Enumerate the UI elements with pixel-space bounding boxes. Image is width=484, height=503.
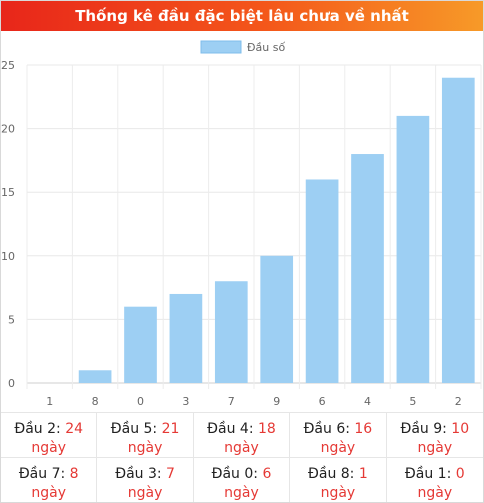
stat-label: Đầu 8: (308, 466, 355, 482)
stat-cell: Đầu 7: 8 ngày (1, 457, 98, 502)
bar-5 (396, 115, 430, 383)
stat-label: Đầu 3: (115, 466, 162, 482)
bar-9 (260, 255, 294, 383)
stat-value: 10 (451, 421, 470, 437)
stat-label: Đầu 7: (18, 466, 66, 482)
stat-cell: Đầu 0: 6 ngày (193, 457, 291, 502)
stat-value: 24 (65, 421, 84, 437)
y-tick-label: 20 (1, 123, 15, 136)
stat-value: 16 (354, 421, 373, 437)
widget-title: Thống kê đầu đặc biệt lâu chưa về nhất (1, 1, 483, 31)
stat-unit: ngày (127, 440, 163, 456)
chart-legend[interactable]: Đầu số (200, 40, 285, 54)
bar-0 (124, 306, 157, 383)
chart-axes: 0 5 10 15 20 25 1 8 0 3 7 9 6 4 5 2 (1, 59, 462, 408)
bar-8 (78, 370, 112, 383)
x-tick-label: 6 (319, 395, 326, 408)
bar-6 (305, 179, 339, 383)
stat-cell: Đầu 2: 24 ngày (1, 412, 98, 457)
stat-unit: ngày (320, 440, 356, 456)
stat-label: Đầu 9: (400, 421, 447, 437)
stat-unit: ngày (417, 485, 453, 501)
stat-unit: ngày (320, 485, 356, 501)
stats-grid: Đầu 2: 24 ngày Đầu 5: 21 ngày Đầu 4: 18 … (1, 412, 483, 502)
bar-2 (441, 77, 475, 383)
stat-cell: Đầu 6: 16 ngày (290, 412, 387, 457)
x-tick-label: 2 (455, 395, 462, 408)
x-tick-label: 1 (46, 395, 53, 408)
stat-unit: ngày (224, 440, 259, 456)
x-tick-label: 9 (273, 395, 280, 408)
stat-value: 7 (166, 466, 175, 482)
legend-swatch (200, 40, 242, 54)
x-tick-label: 4 (364, 395, 371, 408)
stat-unit: ngày (127, 485, 163, 501)
x-tick-label: 5 (409, 395, 416, 408)
stat-label: Đầu 5: (110, 421, 158, 437)
legend-label: Đầu số (247, 41, 285, 54)
stat-cell: Đầu 5: 21 ngày (97, 412, 194, 457)
x-tick-label: 7 (228, 395, 235, 408)
stat-value: 18 (257, 421, 276, 437)
stat-cell: Đầu 9: 10 ngày (386, 412, 483, 457)
y-tick-label: 25 (1, 59, 15, 72)
bar-7 (214, 281, 248, 383)
bar-4 (351, 154, 384, 383)
x-tick-label: 3 (182, 395, 189, 408)
stat-unit: ngày (417, 440, 453, 456)
stat-label: Đầu 6: (303, 421, 350, 437)
chart-area: 0 5 10 15 20 25 1 8 0 3 7 9 6 4 5 2 Đầu số (1, 31, 483, 412)
stat-value: 0 (455, 466, 465, 482)
chart-bars (78, 77, 475, 383)
x-tick-label: 8 (92, 395, 99, 408)
stat-label: Đầu 1: (404, 466, 452, 482)
stat-label: Đầu 4: (207, 421, 254, 437)
y-tick-label: 0 (8, 377, 15, 390)
stat-value: 6 (262, 466, 272, 482)
stat-unit: ngày (31, 485, 66, 501)
stat-cell: Đầu 3: 7 ngày (97, 457, 194, 502)
stat-label: Đầu 0: (211, 466, 258, 482)
bar-chart: 0 5 10 15 20 25 1 8 0 3 7 9 6 4 5 2 Đầu số (1, 40, 482, 408)
chart-grid (26, 64, 482, 389)
stat-value: 21 (161, 421, 180, 437)
stat-cell: Đầu 4: 18 ngày (193, 412, 291, 457)
stat-label: Đầu 2: (14, 421, 61, 437)
bar-3 (169, 293, 203, 383)
stat-cell: Đầu 1: 0 ngày (386, 457, 483, 502)
stat-value: 1 (358, 466, 368, 482)
y-tick-label: 10 (1, 250, 15, 263)
y-tick-label: 15 (1, 186, 15, 199)
stat-unit: ngày (224, 485, 259, 501)
x-tick-label: 0 (137, 395, 144, 408)
y-tick-label: 5 (8, 313, 15, 326)
stat-value: 8 (69, 466, 79, 482)
stat-unit: ngày (31, 440, 66, 456)
stat-cell: Đầu 8: 1 ngày (290, 457, 387, 502)
